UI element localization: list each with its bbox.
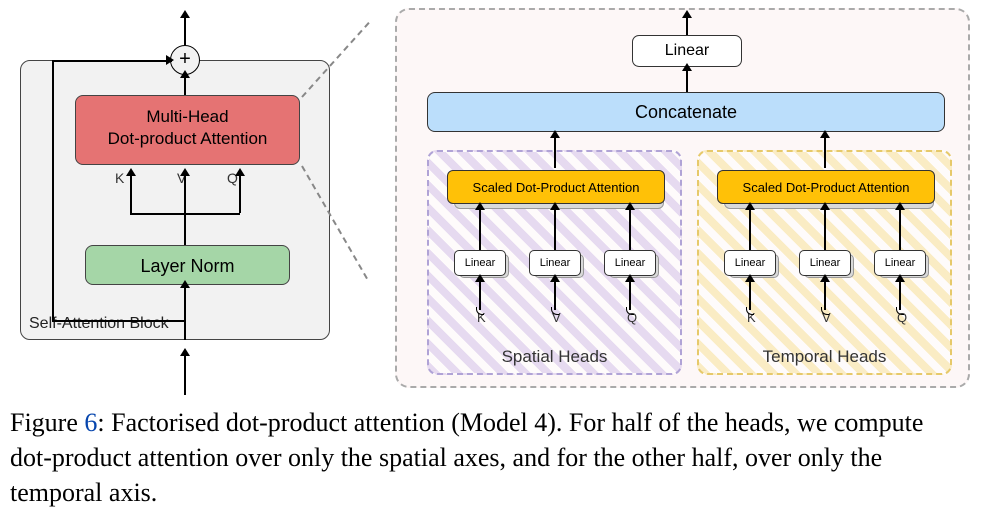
self-attention-block-label: Self-Attention Block (29, 315, 169, 333)
sdpa-box-spatial: Scaled Dot-Product Attention (447, 170, 665, 204)
arrow-k-up (130, 175, 132, 213)
arr-v-in-head-tp (820, 274, 830, 282)
arr-q-in-head-tp (895, 274, 905, 282)
factorised-attention-panel: Linear Concatenate Spatial Heads Scaled … (395, 8, 970, 388)
sdpa-label-temporal: Scaled Dot-Product Attention (743, 180, 910, 195)
caption-number: 6 (84, 408, 97, 437)
linear-v-spatial-label: Linear (540, 257, 571, 269)
linear-v-temporal-label: Linear (810, 257, 841, 269)
arr-lq-head-sp (625, 202, 635, 210)
linear-q-spatial: Linear (604, 250, 656, 276)
arr-q-in-sp (629, 280, 631, 310)
mha-label-line2: Dot-product Attention (76, 128, 299, 150)
arrow-ln-out-v (184, 213, 186, 245)
spatial-heads-title: Spatial Heads (429, 347, 680, 367)
arrow-v-head (180, 168, 190, 176)
caption-text: : Factorised dot-product attention (Mode… (10, 408, 923, 507)
arr-k-in-tp (749, 280, 751, 310)
linear-q-temporal: Linear (874, 250, 926, 276)
linear-k-temporal: Linear (724, 250, 776, 276)
arrow-temporal-to-concat (824, 134, 826, 168)
arr-lv-up-tp (824, 207, 826, 250)
linear-output-label: Linear (665, 42, 709, 59)
arr-lk-head-tp (745, 202, 755, 210)
arrow-spatial-to-concat (554, 134, 556, 168)
arrow-mha-to-plus (184, 75, 186, 95)
linear-v-spatial: Linear (529, 250, 581, 276)
arrow-to-ln (184, 285, 186, 340)
arrow-input (184, 355, 186, 395)
figure-container: Self-Attention Block + Multi-Head Dot-pr… (0, 0, 986, 400)
arr-lq-up-sp (629, 207, 631, 250)
plus-symbol: + (179, 48, 191, 70)
linear-q-spatial-label: Linear (615, 257, 646, 269)
arr-k-in-head-sp (475, 274, 485, 282)
multi-head-attention-box: Multi-Head Dot-product Attention (75, 95, 300, 165)
residual-top-h (52, 60, 172, 62)
arrow-q-head (235, 168, 245, 176)
arrow-k-head (126, 168, 136, 176)
concatenate-box: Concatenate (427, 92, 945, 132)
arr-lk-head-sp (475, 202, 485, 210)
arr-lv-head-tp (820, 202, 830, 210)
arr-q-in-head-sp (625, 274, 635, 282)
arr-v-in-sp (554, 280, 556, 310)
arrow-mha-to-plus-head (180, 70, 190, 78)
arrow-panel-out (686, 15, 688, 35)
arrow-spatial-to-concat-head (550, 130, 560, 138)
arrow-q-up (239, 175, 241, 213)
arr-lv-up-sp (554, 207, 556, 250)
arr-lv-head-sp (550, 202, 560, 210)
arrow-v-up (184, 175, 186, 213)
arrow-panel-out-head (682, 10, 692, 18)
residual-head (166, 55, 174, 65)
arr-v-in-tp (824, 280, 826, 310)
layer-norm-box: Layer Norm (85, 245, 290, 285)
residual-bottom-h (52, 320, 185, 322)
arr-k-in-sp (479, 280, 481, 310)
arr-lq-head-tp (895, 202, 905, 210)
temporal-heads-title: Temporal Heads (699, 347, 950, 367)
linear-q-temporal-label: Linear (885, 257, 916, 269)
arrow-input-head (180, 348, 190, 356)
sdpa-label-spatial: Scaled Dot-Product Attention (473, 180, 640, 195)
arr-v-in-head-sp (550, 274, 560, 282)
linear-k-spatial-label: Linear (465, 257, 496, 269)
arrow-split-h (130, 213, 240, 215)
residual-v (52, 60, 54, 320)
self-attention-block-panel: Self-Attention Block + Multi-Head Dot-pr… (20, 20, 330, 350)
arr-lk-up-tp (749, 207, 751, 250)
sdpa-box-temporal: Scaled Dot-Product Attention (717, 170, 935, 204)
arr-lk-up-sp (479, 207, 481, 250)
arrow-concat-to-linear (686, 68, 688, 92)
layer-norm-label: Layer Norm (140, 256, 234, 276)
linear-k-spatial: Linear (454, 250, 506, 276)
caption-prefix: Figure (10, 408, 84, 437)
arr-q-in-tp (899, 280, 901, 310)
linear-v-temporal: Linear (799, 250, 851, 276)
arr-lq-up-tp (899, 207, 901, 250)
concatenate-label: Concatenate (635, 102, 737, 122)
arrow-concat-to-linear-head (682, 63, 692, 71)
arr-k-in-head-tp (745, 274, 755, 282)
arrow-temporal-to-concat-head (820, 130, 830, 138)
figure-caption: Figure 6: Factorised dot-product attenti… (10, 405, 970, 510)
temporal-heads-group: Temporal Heads Scaled Dot-Product Attent… (697, 150, 952, 375)
arrow-to-ln-head (180, 280, 190, 288)
mha-label-line1: Multi-Head (76, 106, 299, 128)
spatial-heads-group: Spatial Heads Scaled Dot-Product Attenti… (427, 150, 682, 375)
arrow-output-head (180, 10, 190, 18)
k-label: K (115, 170, 124, 186)
linear-k-temporal-label: Linear (735, 257, 766, 269)
arrow-output (184, 15, 186, 45)
